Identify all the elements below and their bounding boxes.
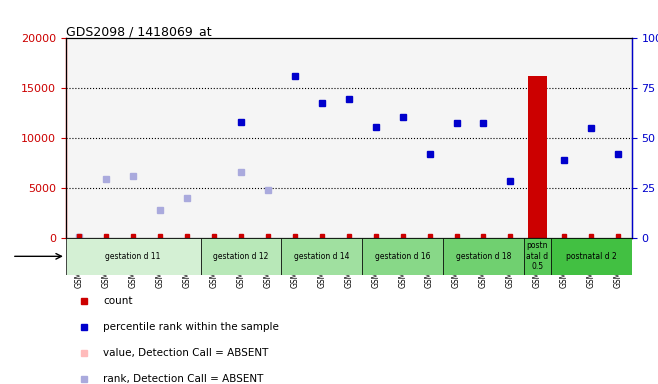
Text: value, Detection Call = ABSENT: value, Detection Call = ABSENT (103, 348, 269, 358)
Text: gestation d 12: gestation d 12 (213, 252, 268, 261)
Bar (524, 238, 551, 275)
Text: gestation d 14: gestation d 14 (294, 252, 349, 261)
Bar (282, 238, 362, 275)
Text: percentile rank within the sample: percentile rank within the sample (103, 322, 279, 332)
Text: count: count (103, 296, 133, 306)
Text: gestation d 16: gestation d 16 (375, 252, 430, 261)
Bar (362, 238, 443, 275)
Bar (443, 238, 524, 275)
Text: gestation d 18: gestation d 18 (456, 252, 511, 261)
Text: gestation d 11: gestation d 11 (105, 252, 161, 261)
Text: postnatal d 2: postnatal d 2 (566, 252, 617, 261)
Bar (551, 238, 632, 275)
Bar (201, 238, 282, 275)
Text: postn
atal d
0.5: postn atal d 0.5 (526, 242, 548, 271)
Text: rank, Detection Call = ABSENT: rank, Detection Call = ABSENT (103, 374, 264, 384)
Text: GDS2098 / 1418069_at: GDS2098 / 1418069_at (66, 25, 211, 38)
Bar (528, 76, 547, 238)
Bar (66, 238, 201, 275)
